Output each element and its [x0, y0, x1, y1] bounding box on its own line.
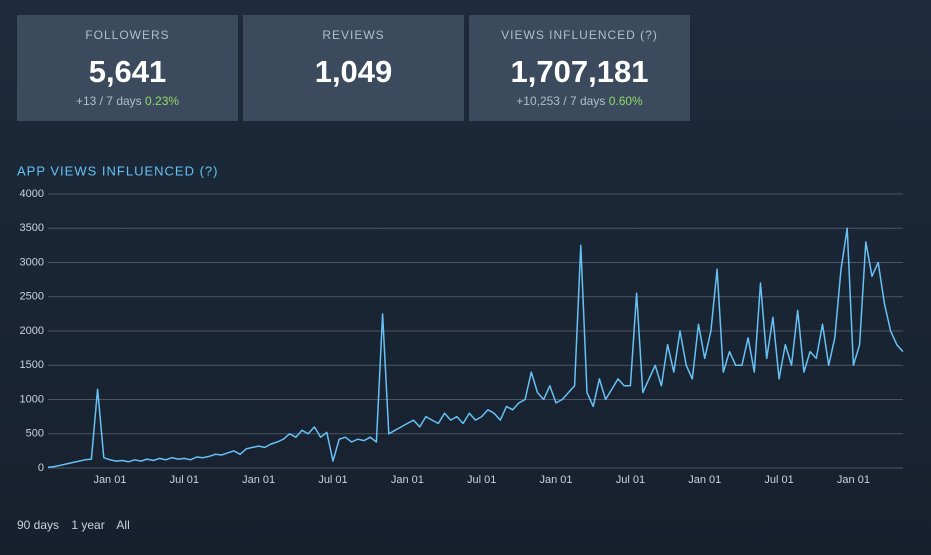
y-tick-label: 500 — [26, 428, 44, 440]
stat-value: 1,707,181 — [510, 54, 649, 89]
y-tick-label: 0 — [38, 462, 44, 474]
x-tick-label: Jan 01 — [837, 474, 870, 486]
percent: 0.60% — [608, 94, 643, 108]
range-links: 90 days 1 year All — [17, 518, 139, 532]
range-link[interactable]: 90 days — [17, 518, 60, 532]
percent: 0.23% — [145, 94, 180, 108]
x-tick-label: Jan 01 — [242, 474, 275, 486]
x-tick-label: Jul 01 — [318, 474, 347, 486]
stat-card: VIEWS INFLUENCED (?) 1,707,181 +10,253 /… — [469, 15, 690, 121]
y-tick-label: 1000 — [20, 393, 44, 405]
stat-card: FOLLOWERS 5,641 +13 / 7 days 0.23% — [17, 15, 238, 121]
x-tick-label: Jan 01 — [688, 474, 721, 486]
y-tick-label: 1500 — [20, 359, 44, 371]
x-tick-label: Jan 01 — [391, 474, 424, 486]
y-tick-label: 3500 — [20, 222, 44, 234]
y-tick-label: 4000 — [20, 188, 44, 200]
change: +13 / 7 days — [75, 94, 142, 108]
y-tick-label: 2000 — [20, 325, 44, 337]
y-tick-label: 2500 — [20, 291, 44, 303]
change: +10,253 / 7 days — [516, 94, 606, 108]
line — [47, 227, 904, 469]
stat-label: FOLLOWERS — [85, 28, 170, 42]
stat-label[interactable]: VIEWS INFLUENCED (?) — [501, 28, 658, 42]
stat-value: 5,641 — [88, 54, 167, 89]
range-link[interactable]: 1 year — [71, 518, 105, 532]
chart-title[interactable]: APP VIEWS INFLUENCED (?) — [17, 163, 218, 178]
stat-change: +13 / 7 days 0.23% — [17, 94, 238, 108]
x-tick-label: Jan 01 — [93, 474, 126, 486]
range-link[interactable]: All — [116, 518, 130, 532]
x-tick-label: Jul 01 — [764, 474, 793, 486]
stat-change: +10,253 / 7 days 0.60% — [469, 94, 690, 108]
x-tick-label: Jul 01 — [616, 474, 645, 486]
stat-label: REVIEWS — [322, 28, 385, 42]
stat-value: 1,049 — [314, 54, 393, 89]
stat-card: REVIEWS 1,049 — [243, 15, 464, 121]
x-tick-label: Jul 01 — [170, 474, 199, 486]
chart: APP VIEWS INFLUENCED (?) 0 500 1000 1500 200… — [17, 163, 904, 486]
x-tick-label: Jan 01 — [540, 474, 573, 486]
x-tick-label: Jul 01 — [467, 474, 496, 486]
y-tick-label: 3000 — [20, 256, 44, 268]
